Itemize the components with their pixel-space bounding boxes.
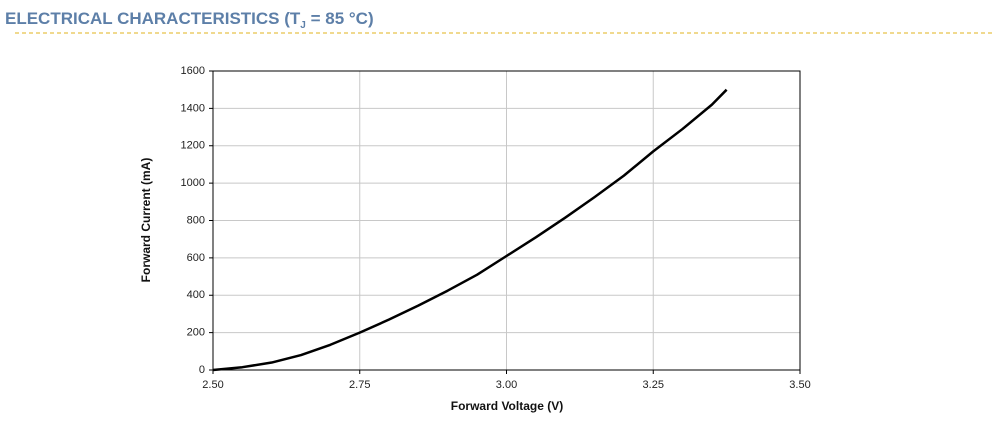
title-text: ELECTRICAL CHARACTERISTICS (T	[5, 9, 301, 28]
y-tick-label: 0	[199, 364, 205, 376]
y-tick-label: 400	[187, 289, 205, 301]
y-tick-label: 1200	[181, 140, 205, 152]
x-tick-label: 2.50	[202, 379, 223, 391]
y-tick-label: 200	[187, 327, 205, 339]
header-title: ELECTRICAL CHARACTERISTICS (TJ = 85 °C)	[5, 9, 374, 31]
x-tick-label: 3.25	[643, 379, 664, 391]
line-series	[212, 88, 728, 372]
x-tick-label: 3.00	[496, 379, 517, 391]
y-tick-label: 800	[187, 214, 205, 226]
title-text: = 85 °C)	[306, 9, 374, 28]
title-subscript: J	[300, 20, 306, 31]
y-tick-label: 600	[187, 252, 205, 264]
y-tick-label: 1600	[181, 65, 205, 77]
x-axis-label: Forward Voltage (V)	[451, 399, 563, 413]
y-axis-label: Forward Current (mA)	[139, 158, 153, 283]
plot-frame	[212, 70, 801, 371]
x-tick-label: 3.50	[789, 379, 810, 391]
x-tick-label: 2.75	[349, 379, 370, 391]
y-tick-label: 1400	[181, 102, 205, 114]
y-tick-label: 1000	[181, 177, 205, 189]
